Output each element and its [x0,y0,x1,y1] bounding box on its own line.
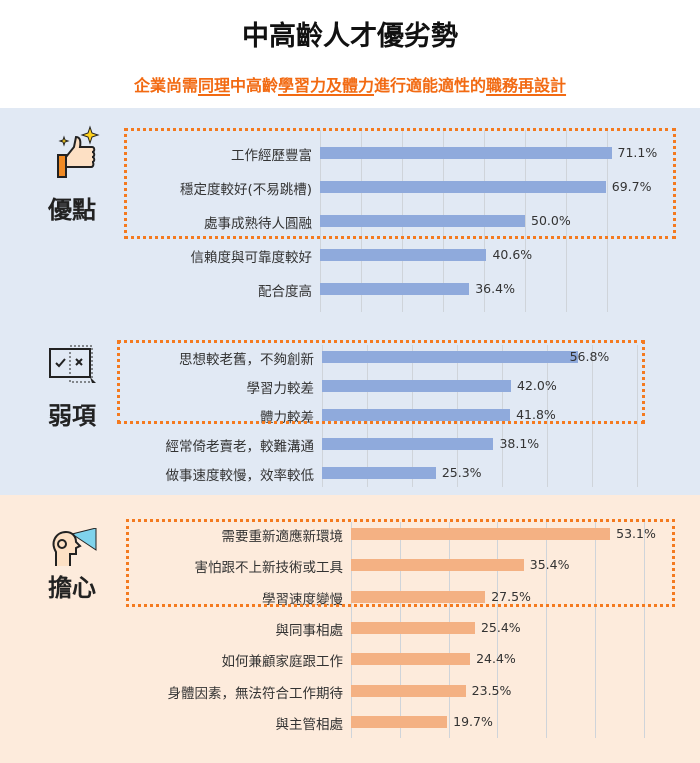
gridline [595,522,596,738]
bar [322,467,436,479]
category-label: 與主管相處 [275,716,344,733]
category-label: 配合度高 [258,284,312,300]
value-label: 19.7% [453,713,493,729]
gridline [525,130,526,312]
category-label: 需要重新適應新環境 [221,529,344,545]
section-label-concerns: 擔心 [48,574,96,602]
category-label: 與同事相處 [275,622,344,639]
subtitle-part: 企業尚需 [133,76,198,95]
category-label: 穩定度較好(不易跳槽) [179,182,312,198]
page-title: 中高齡人才優劣勢 [242,21,458,52]
bar [320,283,470,295]
bar [322,409,511,421]
subtitle-part: 學習力及體力 [278,76,375,95]
bar [351,715,448,728]
value-label: 25.3% [441,465,482,480]
value-label: 35.4% [529,557,570,573]
gridline [566,130,567,312]
subtitle-part: 同理 [197,76,230,95]
highlight-box [117,340,645,424]
head-vision-icon [52,528,97,566]
bar [322,351,578,363]
category-label: 做事速度較慢，效率較低 [165,468,315,484]
highlight-box [124,128,676,239]
bar [351,653,471,666]
value-label: 71.1% [617,145,658,160]
value-label: 50.0% [531,213,571,228]
blue-panel [0,108,700,495]
section-label-weaknesses: 弱項 [48,402,96,430]
bar [351,621,475,634]
value-label: 41.8% [516,407,556,422]
gridline [547,345,548,487]
value-label: 69.7% [611,179,652,194]
section-label-strengths: 優點 [48,196,96,224]
gridline [637,345,638,487]
value-label: 25.4% [480,619,521,635]
category-label: 工作經歷豐富 [231,148,312,164]
bar [351,590,486,603]
bar [320,147,612,159]
category-label: 信賴度與可靠度較好 [190,250,313,266]
category-label: 身體因素，無法符合工作期待 [167,685,344,702]
value-label: 36.4% [475,281,515,296]
value-label: 24.4% [476,651,516,667]
gridline [592,345,593,487]
value-label: 40.6% [492,247,533,262]
value-label: 38.1% [499,436,540,451]
value-label: 42.0% [517,378,557,393]
value-label: 56.8% [569,349,610,364]
category-label: 害怕跟不上新技術或工具 [194,560,344,577]
checkbox-compare-icon [49,345,96,383]
subtitle: 企業尚需同理中高齡學習力及體力進行適能適性的職務再設計 [0,72,700,96]
category-label: 學習速度變慢 [262,591,343,608]
subtitle-part: 進行適能適性的 [374,76,487,95]
gridline [546,522,548,738]
gridline [497,522,499,738]
value-label: 53.1% [616,526,656,541]
bar [322,380,511,392]
bar [320,181,606,193]
bar [320,215,525,227]
category-label: 處事成熟待人圓融 [204,216,312,232]
gridline [607,130,608,312]
bar [322,438,494,450]
bar [351,528,611,540]
thumbs-up-sparkle-icon [57,125,100,178]
subtitle-part: 中高齡 [229,76,278,95]
gridline [643,522,645,738]
value-label: 23.5% [471,682,512,698]
bar [351,559,524,572]
value-label: 27.5% [491,588,531,604]
bar [320,249,487,261]
highlight-box [126,519,675,607]
category-label: 思想較老舊，不夠創新 [179,352,314,368]
category-label: 經常倚老賣老，較難溝通 [165,439,315,455]
subtitle-part: 職務再設計 [486,76,567,95]
category-label: 學習力較差 [246,381,315,397]
category-label: 如何兼顧家庭跟工作 [221,654,344,671]
bar [351,684,466,697]
